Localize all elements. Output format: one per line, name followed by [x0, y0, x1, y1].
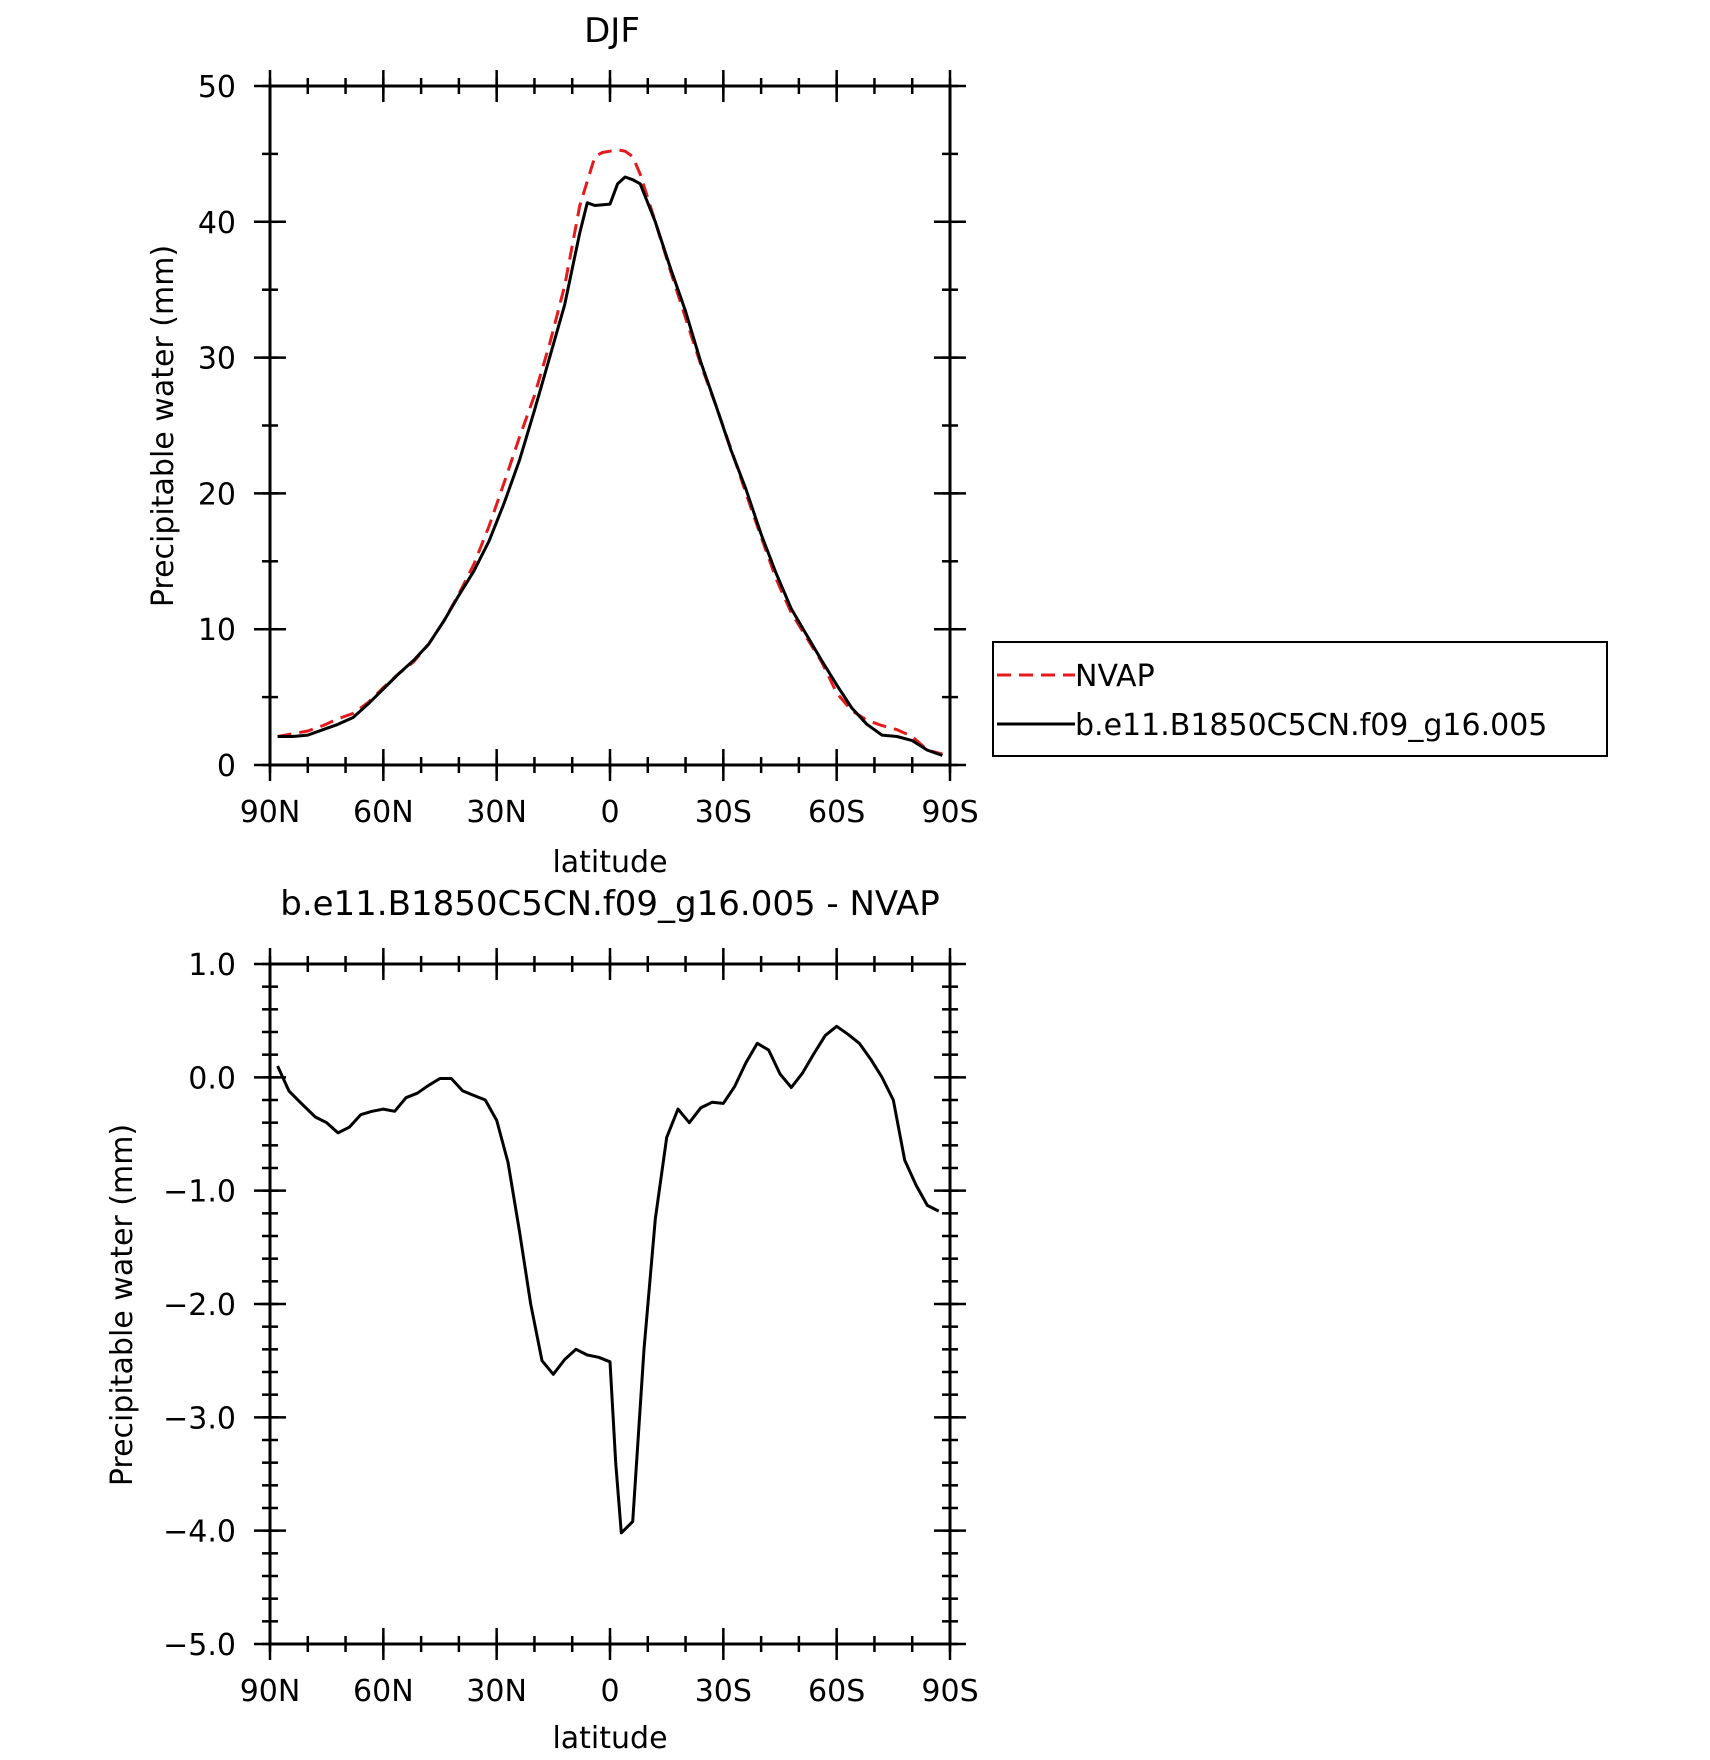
- chart-djf-y-tick-label: 20: [198, 477, 236, 512]
- chart-djf: DJF 0 10 20 30 40 50 90N 60N 30N 0 30S 60S 90S lati…: [146, 11, 1608, 880]
- legend-label-nvap: NVAP: [1075, 659, 1155, 694]
- legend-label-model: b.e11.B1850C5CN.f09_g16.005: [1075, 708, 1547, 743]
- chart-difference-y-tick-label: −2.0: [163, 1288, 236, 1323]
- chart-difference-x-axis-label: latitude: [552, 1721, 667, 1756]
- chart-difference-series-0-line: [276, 1024, 940, 1535]
- chart-difference-y-tick-label: −3.0: [163, 1401, 236, 1436]
- chart-djf-plot-frame: [268, 84, 952, 767]
- chart-difference-x-tick-label: 0: [600, 1674, 619, 1709]
- chart-difference-x-tick-label: 60S: [808, 1674, 865, 1709]
- chart-difference-y-axis-label: Precipitable water (mm): [105, 1124, 140, 1486]
- chart-djf-series-1-line: [277, 175, 943, 757]
- chart-difference-plot-frame: [268, 962, 952, 1646]
- chart-difference-ticks: [254, 948, 966, 1660]
- chart-djf-series-0-line: [277, 148, 943, 756]
- chart-djf-x-axis-label: latitude: [552, 845, 667, 880]
- chart-djf-series: [277, 148, 943, 757]
- chart-djf-title: DJF: [584, 11, 640, 51]
- chart-djf-x-tick-label: 90S: [921, 795, 978, 830]
- chart-difference-y-tick-label: −5.0: [163, 1628, 236, 1663]
- chart-difference-x-tick-label: 30N: [466, 1674, 527, 1709]
- chart-difference-series: [276, 1024, 940, 1535]
- chart-djf-x-tick-label: 90N: [240, 795, 301, 830]
- chart-difference-x-tick-label: 90N: [240, 1674, 301, 1709]
- chart-difference-x-tick-labels: 90N 60N 30N 0 30S 60S 90S: [240, 1674, 979, 1709]
- chart-djf-y-tick-label: 50: [198, 70, 236, 105]
- chart-djf-x-tick-label: 0: [600, 795, 619, 830]
- chart-djf-x-tick-labels: 90N 60N 30N 0 30S 60S 90S: [240, 795, 979, 830]
- chart-difference-title: b.e11.B1850C5CN.f09_g16.005 - NVAP: [280, 884, 940, 924]
- chart-djf-y-tick-label: 30: [198, 342, 236, 377]
- chart-djf-x-tick-label: 60N: [353, 795, 414, 830]
- chart-difference-x-tick-label: 30S: [695, 1674, 752, 1709]
- chart-djf-x-tick-label: 30N: [466, 795, 527, 830]
- chart-djf-y-tick-label: 10: [198, 613, 236, 648]
- chart-djf-x-tick-label: 60S: [808, 795, 865, 830]
- chart-difference-y-tick-label: −1.0: [163, 1175, 236, 1210]
- chart-difference-x-tick-label: 60N: [353, 1674, 414, 1709]
- legend-frame: [992, 641, 1608, 757]
- chart-difference-y-tick-label: 0.0: [188, 1061, 236, 1096]
- chart-djf-y-axis-label: Precipitable water (mm): [146, 245, 181, 607]
- chart-djf-y-tick-label: 40: [198, 206, 236, 241]
- chart-djf-x-tick-label: 30S: [695, 795, 752, 830]
- chart-difference-x-tick-label: 90S: [921, 1674, 978, 1709]
- chart-difference-y-tick-label: −4.0: [163, 1515, 236, 1550]
- chart-difference: b.e11.B1850C5CN.f09_g16.005 - NVAP 1.0 0.…: [105, 884, 979, 1756]
- chart-difference-y-tick-labels: 1.0 0.0 −1.0 −2.0 −3.0 −4.0 −5.0: [163, 948, 236, 1663]
- chart-djf-y-tick-labels: 0 10 20 30 40 50: [198, 70, 236, 784]
- chart-difference-y-tick-label: 1.0: [188, 948, 236, 983]
- legend: NVAP b.e11.B1850C5CN.f09_g16.005: [992, 641, 1608, 757]
- chart-djf-y-tick-label: 0: [217, 749, 236, 784]
- chart-djf-ticks: [254, 70, 966, 781]
